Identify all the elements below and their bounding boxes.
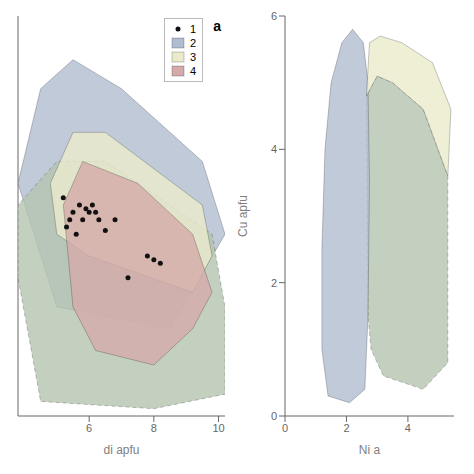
html-text:1: 1 — [189, 23, 196, 35]
svg-text:2: 2 — [271, 277, 277, 289]
svg-text:4: 4 — [405, 422, 411, 434]
svg-text:6: 6 — [86, 422, 92, 434]
svg-text:6: 6 — [271, 10, 277, 22]
html-text:3: 3 — [189, 51, 196, 63]
svg-text:10: 10 — [212, 422, 224, 434]
svg-text:0: 0 — [282, 422, 288, 434]
svg-text:Ni a: Ni a — [359, 443, 381, 457]
html-text:4: 4 — [189, 65, 196, 77]
svg-text:0: 0 — [271, 410, 277, 422]
html-text:a: a — [213, 18, 221, 34]
svg-text:4: 4 — [271, 143, 277, 155]
html-text:2: 2 — [189, 37, 196, 49]
svg-text:2: 2 — [343, 422, 349, 434]
svg-text:8: 8 — [151, 422, 157, 434]
svg-text:Cu apfu: Cu apfu — [237, 195, 250, 237]
svg-text:di apfu: di apfu — [103, 443, 139, 457]
